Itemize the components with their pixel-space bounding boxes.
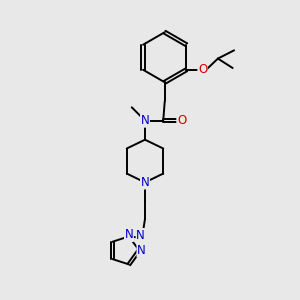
Text: O: O — [177, 114, 186, 127]
Text: N: N — [141, 176, 149, 189]
Text: O: O — [198, 63, 207, 76]
Text: N: N — [136, 229, 145, 242]
Text: N: N — [124, 228, 133, 242]
Text: N: N — [141, 114, 149, 127]
Text: N: N — [137, 244, 146, 257]
